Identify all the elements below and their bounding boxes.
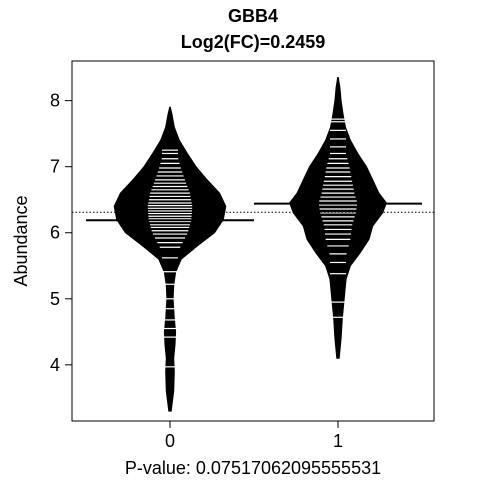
x-axis-label: P-value: 0.07517062095555531 [125,458,381,478]
bean-1 [289,77,387,359]
y-tick-label: 6 [50,223,60,243]
observations-1 [318,118,358,318]
chart-title: GBB4 [228,6,278,26]
x-tick-label: 1 [333,431,343,451]
y-tick-label: 4 [50,355,60,375]
beans-layer [113,77,387,412]
chart-subtitle: Log2(FC)=0.2459 [181,32,326,52]
y-axis: 4 5 6 7 8 [50,91,72,375]
x-tick-label: 0 [165,431,175,451]
bean-0 [113,106,227,412]
overlay-layer [72,202,434,222]
observations-0 [147,149,193,368]
y-tick-label: 8 [50,91,60,111]
y-axis-label: Abundance [11,195,31,286]
y-tick-label: 5 [50,289,60,309]
plot-frame [71,60,435,422]
y-tick-label: 7 [50,157,60,177]
